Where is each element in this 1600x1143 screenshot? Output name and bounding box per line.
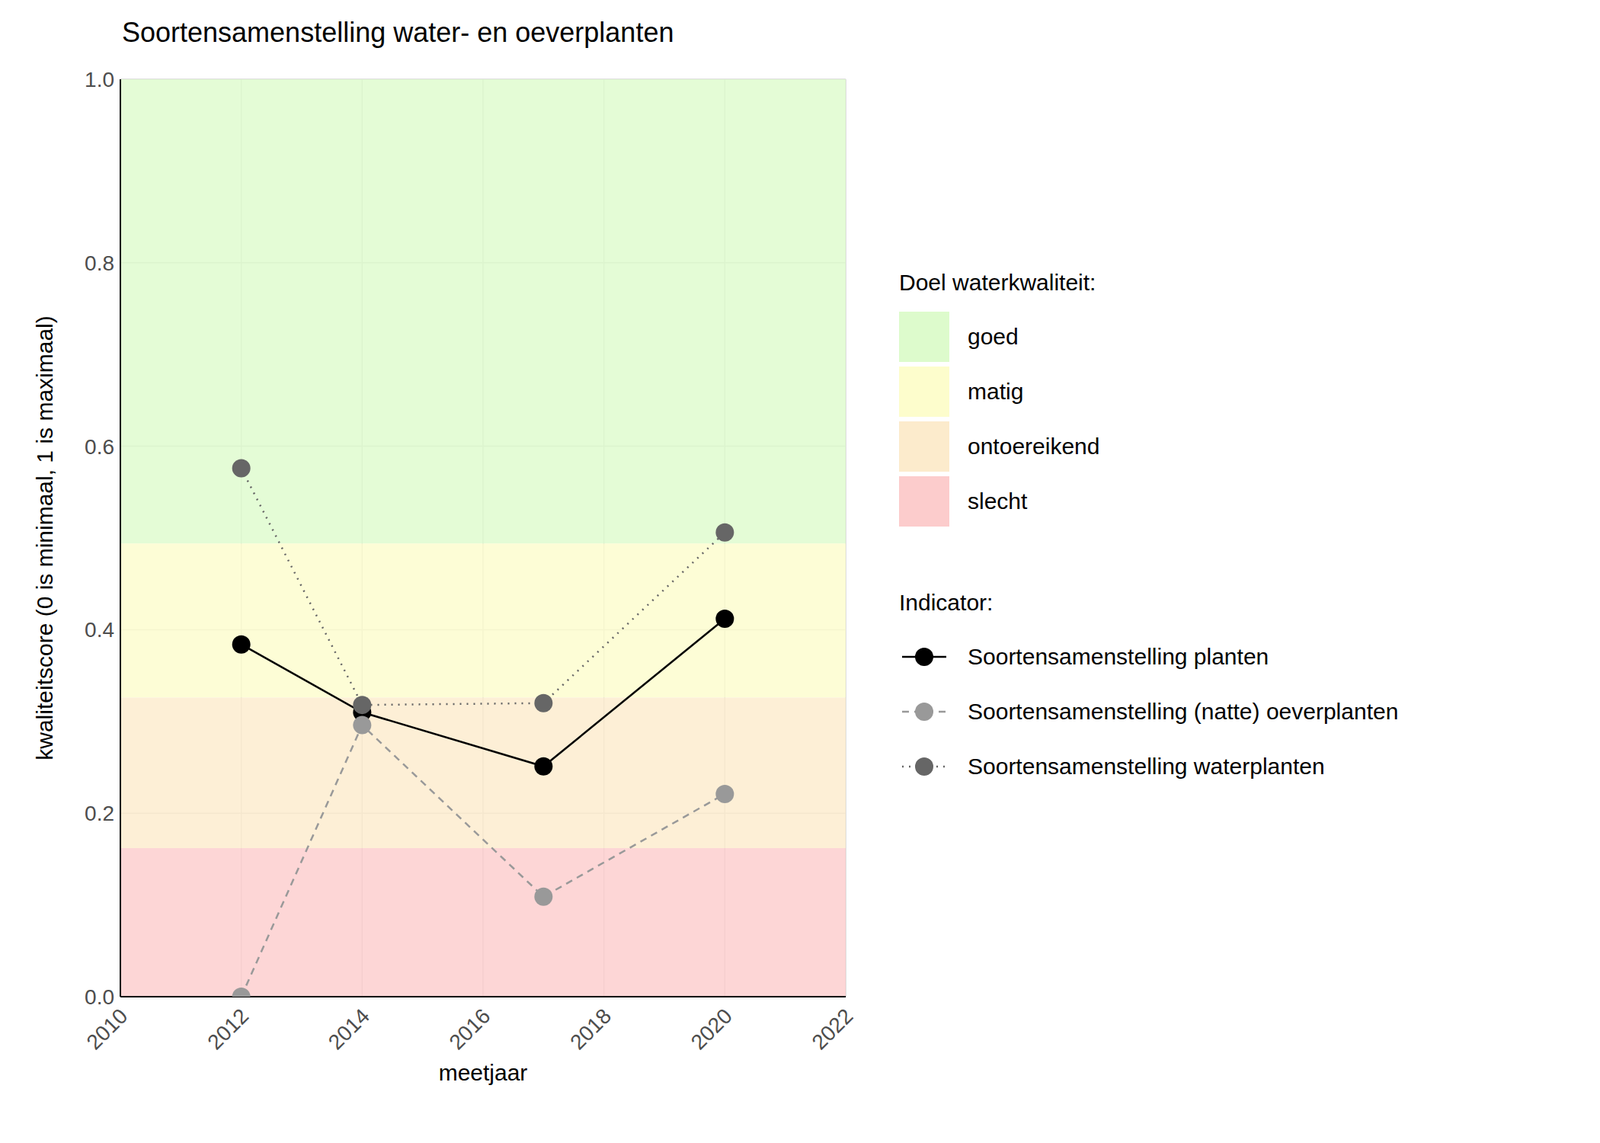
svg-text:2016: 2016 bbox=[444, 1004, 496, 1055]
svg-text:2010: 2010 bbox=[82, 1004, 133, 1055]
svg-text:0.4: 0.4 bbox=[84, 617, 115, 642]
svg-text:0.2: 0.2 bbox=[84, 801, 115, 826]
html-text:Soortensamenstelling water- en: Soortensamenstelling water- en oeverplan… bbox=[121, 16, 674, 48]
svg-text:1.0: 1.0 bbox=[84, 67, 115, 92]
html-text:Soortensamenstelling (natte) o: Soortensamenstelling (natte) oeverplante… bbox=[967, 698, 1399, 724]
svg-text:2022: 2022 bbox=[807, 1004, 858, 1055]
svg-text:2014: 2014 bbox=[323, 1004, 375, 1055]
svg-text:kwaliteitscore (0 is minimaal,: kwaliteitscore (0 is minimaal, 1 is maxi… bbox=[32, 315, 58, 760]
html-text:Soortensamenstelling planten: Soortensamenstelling planten bbox=[967, 643, 1269, 669]
svg-text:meetjaar: meetjaar bbox=[438, 1059, 528, 1085]
html-text:slecht: slecht bbox=[967, 488, 1028, 514]
svg-text:0.0: 0.0 bbox=[84, 985, 115, 1009]
html-text:goed: goed bbox=[967, 323, 1019, 349]
html-text:ontoereikend: ontoereikend bbox=[967, 433, 1100, 459]
html-text:Doel waterkwaliteit:: Doel waterkwaliteit: bbox=[899, 269, 1096, 295]
html-text:Soortensamenstelling waterplan: Soortensamenstelling waterplanten bbox=[967, 753, 1325, 779]
svg-text:2020: 2020 bbox=[686, 1004, 737, 1055]
html-text:matig: matig bbox=[967, 378, 1024, 404]
svg-text:2012: 2012 bbox=[202, 1004, 253, 1055]
svg-text:0.8: 0.8 bbox=[84, 251, 115, 276]
svg-text:0.6: 0.6 bbox=[84, 435, 115, 459]
html-text:Indicator:: Indicator: bbox=[899, 589, 994, 615]
svg-text:2018: 2018 bbox=[565, 1004, 616, 1055]
